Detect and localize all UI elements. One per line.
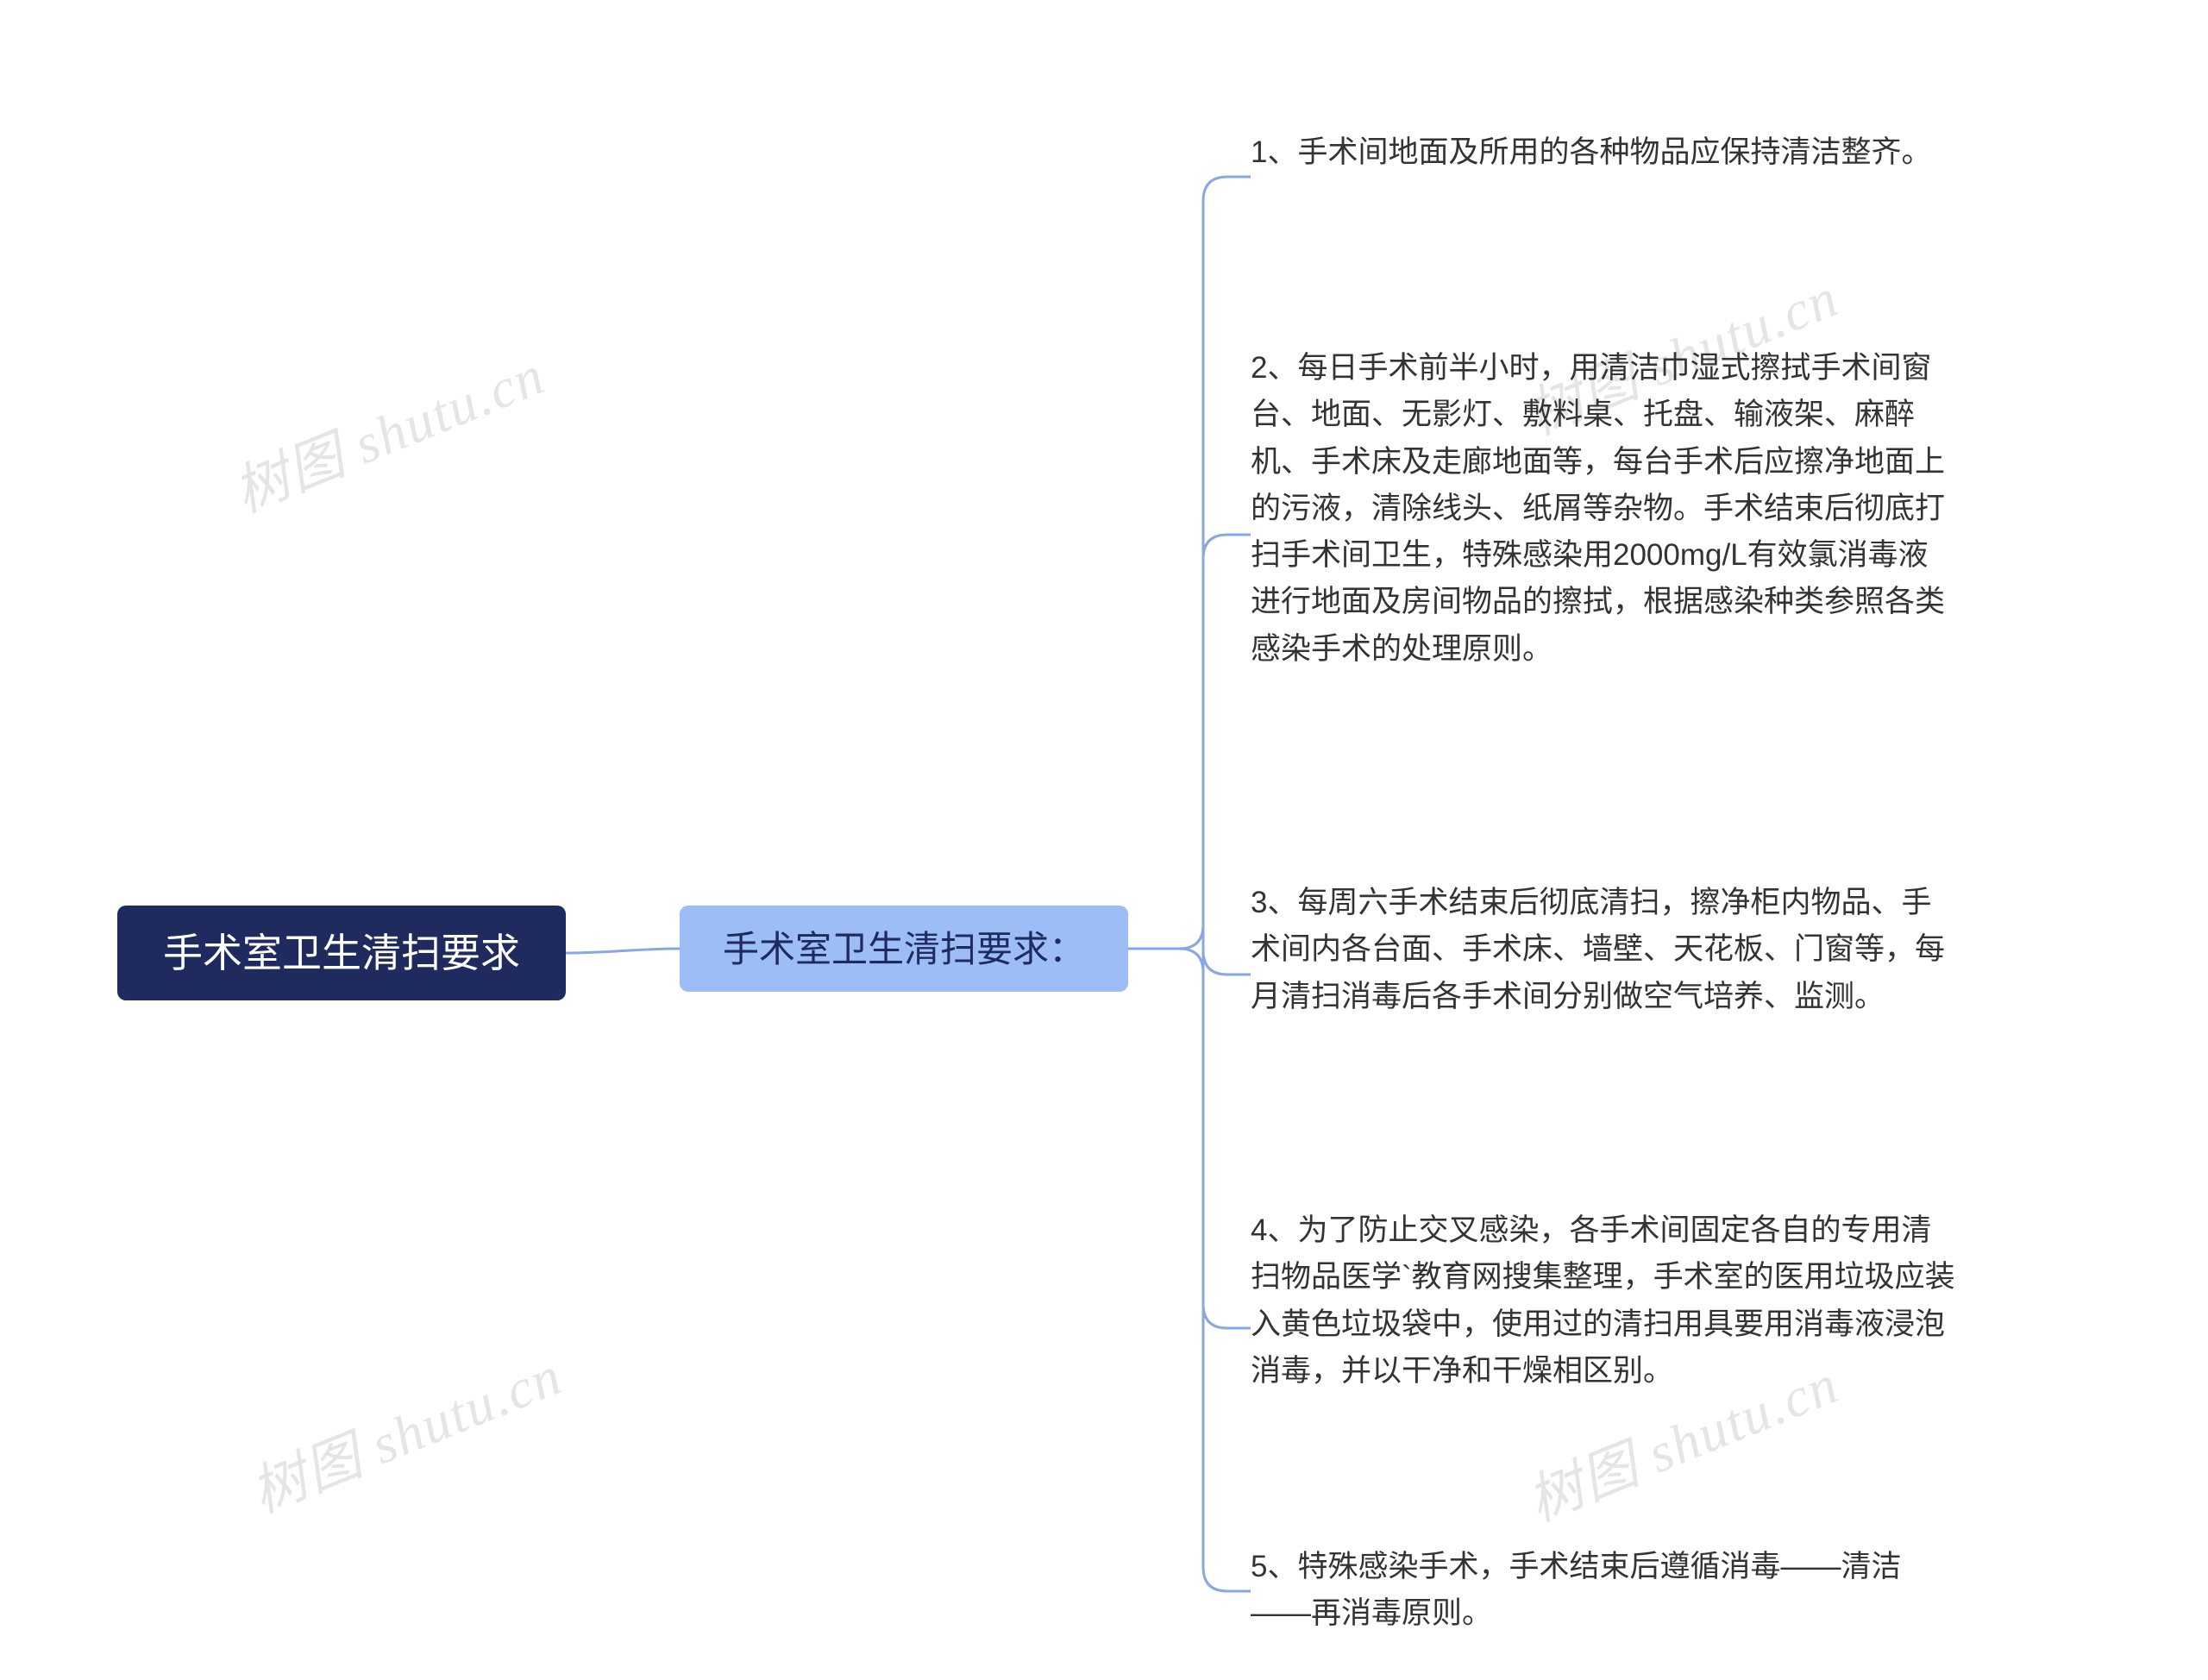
watermark: 树图 shutu.cn [221, 331, 555, 528]
connector-lines [0, 0, 2208, 1680]
sub-label: 手术室卫生清扫要求： [723, 922, 1085, 976]
root-label: 手术室卫生清扫要求 [163, 924, 520, 983]
leaf-node-3[interactable]: 3、每周六手术结束后彻底清扫，擦净柜内物品、手术间内各台面、手术床、墙壁、天花板… [1251, 880, 1958, 1020]
leaf-node-4[interactable]: 4、为了防止交叉感染，各手术间固定各自的专用清扫物品医学`教育网搜集整理，手术室… [1251, 1207, 1958, 1395]
leaf-label: 4、为了防止交叉感染，各手术间固定各自的专用清扫物品医学`教育网搜集整理，手术室… [1251, 1207, 1958, 1395]
leaf-label: 5、特殊感染手术，手术结束后遵循消毒——清洁——再消毒原则。 [1251, 1544, 1958, 1638]
leaf-node-1[interactable]: 1、手术间地面及所用的各种物品应保持清洁整齐。 [1251, 129, 1958, 176]
watermark: 树图 shutu.cn [238, 1332, 573, 1528]
sub-node[interactable]: 手术室卫生清扫要求： [680, 906, 1128, 992]
leaf-node-5[interactable]: 5、特殊感染手术，手术结束后遵循消毒——清洁——再消毒原则。 [1251, 1544, 1958, 1638]
mindmap-canvas: 树图 shutu.cn 树图 shutu.cn 树图 shutu.cn 树图 s… [0, 0, 2208, 1680]
leaf-label: 1、手术间地面及所用的各种物品应保持清洁整齐。 [1251, 129, 1931, 176]
root-node[interactable]: 手术室卫生清扫要求 [117, 906, 566, 1000]
leaf-label: 2、每日手术前半小时，用清洁巾湿式擦拭手术间窗台、地面、无影灯、敷料桌、托盘、输… [1251, 345, 1958, 673]
leaf-label: 3、每周六手术结束后彻底清扫，擦净柜内物品、手术间内各台面、手术床、墙壁、天花板… [1251, 880, 1958, 1020]
leaf-node-2[interactable]: 2、每日手术前半小时，用清洁巾湿式擦拭手术间窗台、地面、无影灯、敷料桌、托盘、输… [1251, 345, 1958, 673]
